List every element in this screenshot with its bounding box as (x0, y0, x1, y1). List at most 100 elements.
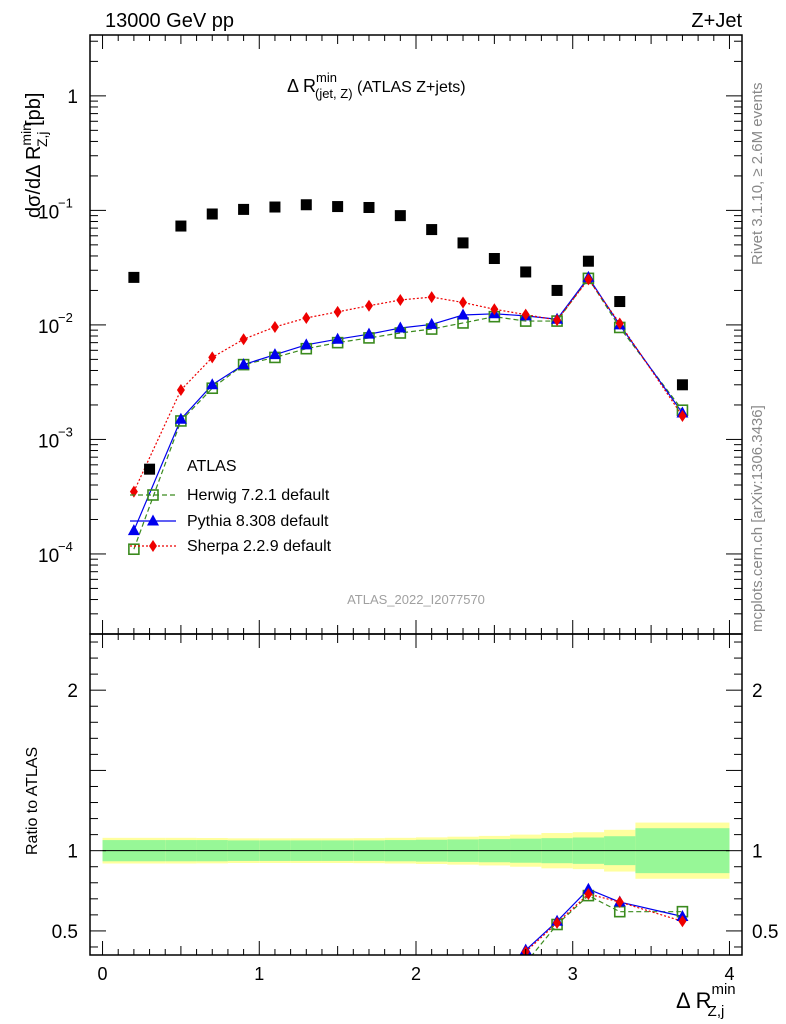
ratio-ylabel: Ratio to ATLAS (24, 747, 41, 855)
main-point-sherpa (364, 299, 373, 312)
main-point-atlas (206, 208, 218, 220)
main-y-tick-exponent: −2 (58, 310, 73, 325)
main-ylabel: dσ/dΔ RminZ,j [pb] (18, 93, 50, 218)
ratio-y-tick-label: 0.5 (52, 922, 78, 943)
main-y-tick-label: 10 (38, 546, 59, 567)
ratio-point-sherpa (553, 916, 562, 929)
main-point-pythia (457, 308, 470, 320)
x-label-sub: Z,j (708, 1003, 725, 1020)
legend-marker-pythia (147, 514, 159, 526)
ratio-y-tick-label: 2 (67, 681, 78, 702)
main-point-atlas (426, 224, 438, 236)
main-point-pythia (174, 412, 187, 424)
main-point-sherpa (490, 303, 499, 316)
main-title: Δ Rmin (jet, Z) (ATLAS Z+jets) (287, 70, 466, 101)
main-y-tick-exponent: −3 (58, 424, 73, 439)
main-point-atlas (457, 237, 469, 249)
x-tick-label: 0 (98, 964, 108, 984)
main-title-sub: (jet, Z) (315, 86, 353, 101)
ratio-markers (519, 882, 689, 968)
main-point-sherpa (208, 351, 217, 364)
main-point-sherpa (615, 317, 624, 330)
main-point-sherpa (521, 308, 530, 321)
main-ylabel-lead: dσ/dΔ R (23, 146, 45, 218)
main-ylabel-tail: [pb] (23, 93, 45, 132)
main-point-sherpa (427, 291, 436, 304)
x-axis-label: Δ Rmin Z,j (676, 981, 736, 1020)
watermark: ATLAS_2022_I2077570 (347, 592, 485, 607)
ratio-y-tick-label-right: 1 (752, 842, 763, 863)
legend-label-herwig: Herwig 7.2.1 default (187, 487, 330, 504)
main-point-sherpa (553, 314, 562, 327)
ratio-y-tick-label-right: 2 (752, 681, 763, 702)
x-tick-label: 1 (254, 964, 264, 984)
main-line-sherpa (133, 278, 683, 492)
ratio-line-sherpa (525, 893, 683, 953)
legend-label-atlas: ATLAS (187, 458, 237, 475)
legend-label-sherpa: Sherpa 2.2.9 default (187, 538, 332, 555)
main-y-tick-exponent: −4 (58, 539, 73, 554)
main-point-atlas (238, 203, 250, 215)
x-tick-label: 4 (724, 964, 734, 984)
main-y-tick-label: 10 (38, 431, 59, 452)
main-point-sherpa (302, 311, 311, 324)
main-point-atlas (269, 201, 281, 213)
main-point-atlas (363, 201, 375, 213)
main-point-atlas (488, 253, 500, 265)
main-point-atlas (582, 255, 594, 267)
main-point-sherpa (396, 294, 405, 307)
main-point-atlas (614, 296, 626, 308)
legend-label-pythia: Pythia 8.308 default (187, 513, 329, 530)
ratio-y-tick-label: 1 (67, 842, 78, 863)
main-point-pythia (268, 348, 281, 360)
main-point-pythia (300, 338, 313, 350)
ratio-point-sherpa (678, 915, 687, 928)
main-title-lead: Δ R (287, 76, 316, 96)
legend-marker-sherpa (149, 540, 157, 552)
main-title-tail: (ATLAS Z+jets) (353, 79, 466, 96)
x-label-sup: min (711, 981, 735, 998)
main-point-sherpa (459, 296, 468, 309)
main-point-pythia (331, 332, 344, 344)
x-tick-label: 3 (568, 964, 578, 984)
main-line-herwig (133, 277, 683, 550)
main-point-atlas (128, 271, 140, 283)
main-y-tick-exponent: −1 (58, 195, 73, 210)
main-ylabel-sub: Z,j (34, 131, 50, 147)
header-right: Z+Jet (691, 10, 742, 32)
main-point-pythia (394, 321, 407, 333)
main-point-sherpa (129, 485, 138, 498)
main-point-pythia (127, 524, 140, 536)
main-point-pythia (237, 358, 250, 370)
rivet-label: Rivet 3.1.10, ≥ 2.6M events (749, 83, 766, 266)
main-y-tick-label: 1 (67, 87, 78, 108)
main-point-atlas (175, 220, 187, 232)
main-point-sherpa (678, 410, 687, 423)
main-point-atlas (520, 266, 532, 278)
main-y-tick-label: 10 (38, 202, 59, 223)
main-point-pythia (362, 327, 375, 339)
main-point-pythia (206, 378, 219, 390)
main-point-atlas (332, 201, 344, 213)
main-point-sherpa (333, 305, 342, 318)
legend-marker-herwig (147, 489, 159, 501)
legend: ATLAS Herwig 7.2.1 default Pythia 8.308 … (187, 458, 332, 555)
mcplots-label: mcplots.cern.ch [arXiv:1306.3436] (749, 405, 766, 632)
main-point-pythia (425, 317, 438, 329)
main-point-atlas (551, 284, 563, 296)
main-point-sherpa (239, 333, 248, 346)
main-point-sherpa (270, 320, 279, 333)
header-left: 13000 GeV pp (105, 10, 234, 32)
x-label-lead: Δ R (676, 988, 711, 1013)
main-point-atlas (300, 199, 312, 211)
main-point-herwig (128, 543, 140, 556)
main-point-atlas (394, 210, 406, 222)
main-title-sup: min (316, 70, 337, 85)
ratio-point-sherpa (615, 896, 624, 909)
ratio-frame (89, 633, 743, 956)
main-y-tick-label: 10 (38, 317, 59, 338)
main-point-atlas (676, 379, 688, 391)
ratio-point-herwig (521, 958, 531, 968)
main-point-sherpa (584, 273, 593, 286)
